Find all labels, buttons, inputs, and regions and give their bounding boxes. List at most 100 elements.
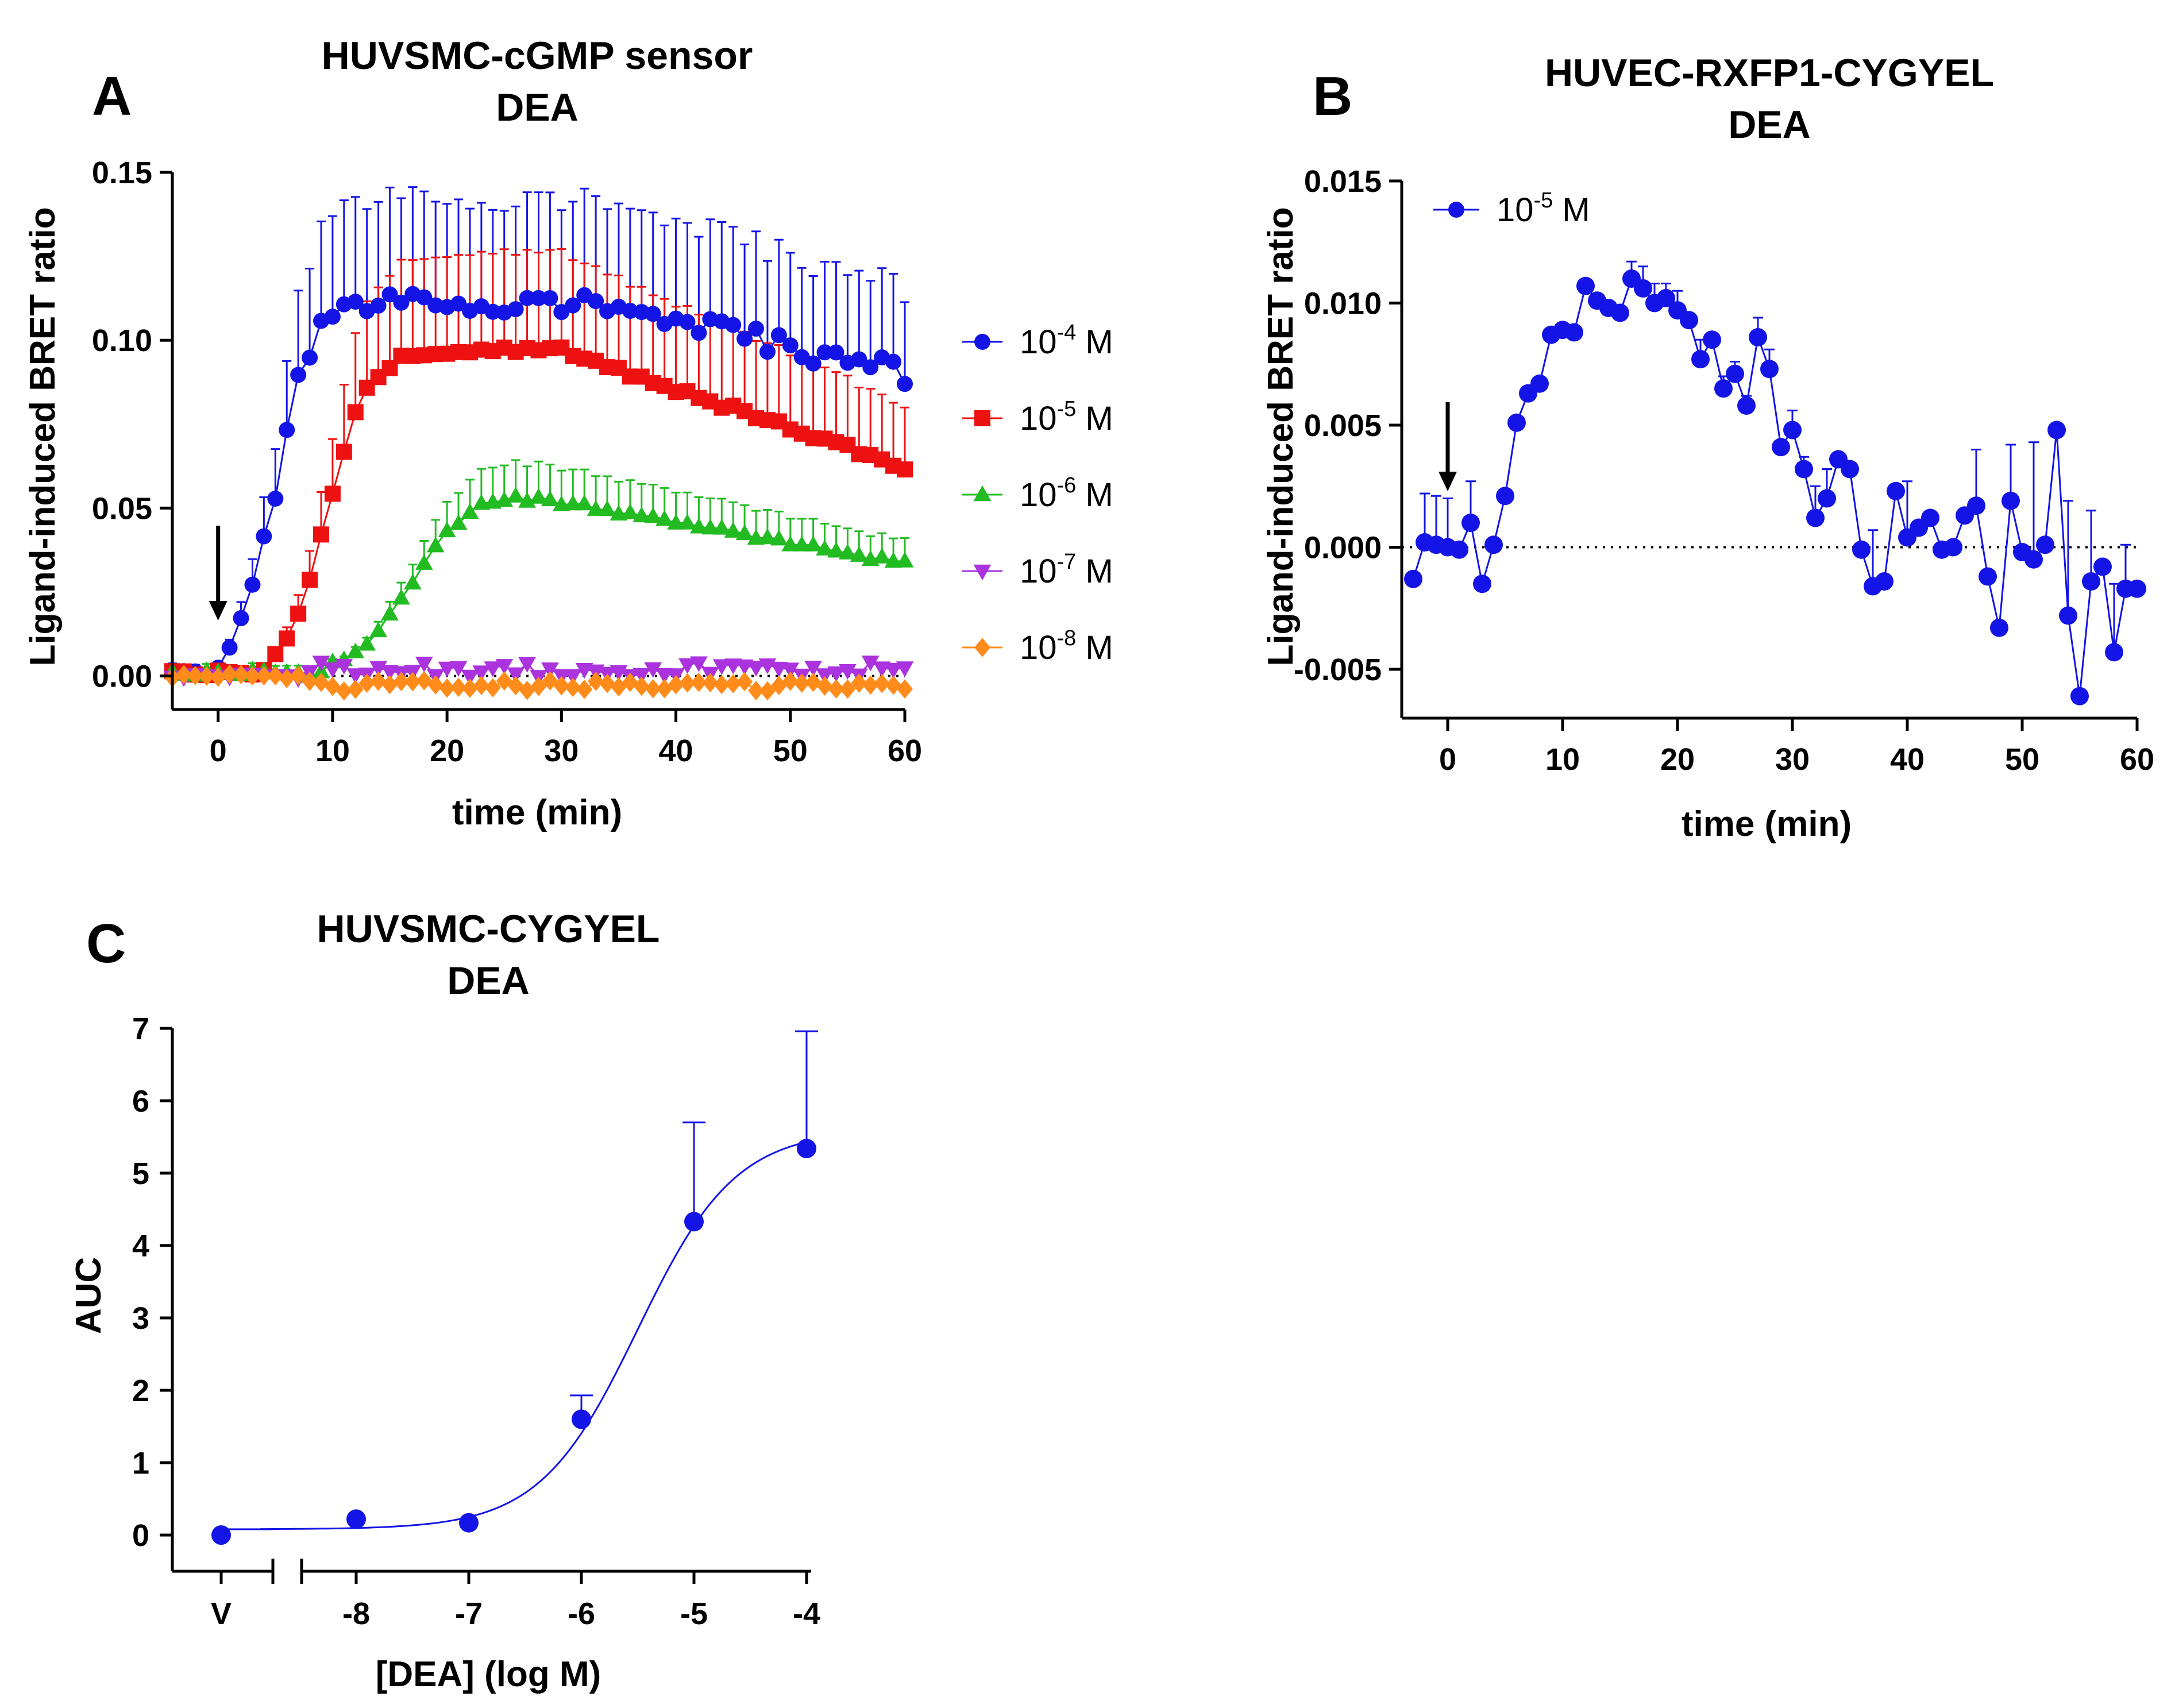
panel-a-data-point xyxy=(588,293,604,310)
panel-a-data-point xyxy=(393,294,410,311)
panel-a-data-point xyxy=(725,674,742,693)
panel-c-y-axis-title: AUC xyxy=(69,1257,109,1334)
panel-b-data-point xyxy=(1714,379,1733,398)
panel-c-title-line1: HUVSMC-CYGYEL xyxy=(317,907,660,951)
panel-b-data-point xyxy=(1496,487,1514,506)
panel-a-data-point xyxy=(507,487,525,503)
panel-a-data-point xyxy=(495,491,514,507)
panel-a-data-point xyxy=(312,656,330,672)
panel-b-data-point xyxy=(1611,303,1629,322)
panel-c-error-bars xyxy=(570,1030,818,1420)
panel-a-data-point xyxy=(347,680,364,699)
panel-b-x-tick-label: 50 xyxy=(2005,742,2039,777)
panel-a-data-point xyxy=(667,514,685,530)
panel-a-data-point xyxy=(748,321,765,337)
panel-b-data-point xyxy=(1979,567,1997,586)
panel-a-data-point xyxy=(714,674,730,695)
panel-a-data-point xyxy=(782,672,799,691)
panel-a-legend-marker xyxy=(974,638,990,657)
panel-a-data-point xyxy=(267,666,284,686)
panel-a-data-point xyxy=(805,355,822,372)
panel-a-data-point xyxy=(541,662,559,678)
panel-a-data-point xyxy=(851,351,867,368)
panel-a-data-point xyxy=(724,522,742,538)
panel-a-data-point xyxy=(438,661,456,678)
panel-a-data-point xyxy=(518,657,536,673)
panel-c-y-tick-label: 4 xyxy=(132,1229,149,1263)
panel-a-data-point xyxy=(438,521,456,538)
panel-c-markers xyxy=(211,1139,816,1545)
panel-c-x-axis-title: [DEA] (log M) xyxy=(376,1655,601,1694)
panel-b-data-point xyxy=(1887,481,1905,500)
panel-a-legend-marker xyxy=(973,485,992,502)
panel-a-data-point xyxy=(678,514,696,530)
panel-a-data-point xyxy=(381,604,399,621)
panel-a-data-point xyxy=(851,673,867,693)
panel-b-x-tick-label: 20 xyxy=(1660,742,1695,777)
panel-a-data-point xyxy=(897,461,913,478)
panel-b-data-point xyxy=(1691,350,1710,369)
panel-a-data-point xyxy=(622,672,638,692)
panel-a-data-point xyxy=(415,554,433,570)
panel-b-data-point xyxy=(1657,289,1675,307)
panel-a-data-point xyxy=(461,503,479,519)
panel-a-data-point xyxy=(702,673,719,693)
panel-a-data-point xyxy=(221,639,238,656)
panel-a-data-point xyxy=(655,510,674,526)
panel-b-title-line1: HUVEC-RXFP1-CYGYEL xyxy=(1545,51,1994,95)
panel-a-data-point xyxy=(210,667,226,687)
panel-a-data-point xyxy=(679,314,696,330)
panel-a-data-point xyxy=(678,658,696,674)
panel-a-data-point xyxy=(691,325,707,341)
panel-a-data-point xyxy=(256,528,272,545)
panel-a-data-point xyxy=(381,674,398,695)
panel-a-data-point xyxy=(256,666,272,686)
panel-a-markers xyxy=(163,286,914,701)
panel-a-data-point xyxy=(279,630,295,647)
panel-a-data-point xyxy=(290,606,307,622)
panel-b-data-point xyxy=(1772,438,1790,457)
panel-a-data-point xyxy=(599,673,616,693)
panel-a-data-point xyxy=(828,344,844,361)
panel-a-legend-label: 10-4 M xyxy=(1020,321,1113,361)
panel-a-data-point xyxy=(575,494,593,511)
panel-a-data-point xyxy=(782,337,799,354)
panel-b-y-tick-label: 0.015 xyxy=(1304,164,1382,199)
panel-a-x-tick-label: 60 xyxy=(888,734,922,768)
panel-b-y-tick-label: -0.005 xyxy=(1294,653,1382,687)
panel-a-axes: 0.00 0.05 0.10 0.15 0 10 20 30 40 50 60 xyxy=(92,156,922,768)
panel-a-data-point xyxy=(233,610,249,627)
panel-a-data-point xyxy=(838,664,857,680)
panel-b-x-tick-label: 0 xyxy=(1439,742,1456,777)
panel-a-data-point xyxy=(770,327,787,344)
panel-b-data-point xyxy=(1921,508,1939,527)
panel-c-letter: C xyxy=(86,913,126,974)
panel-a-data-point xyxy=(381,286,398,303)
panel-a-data-point xyxy=(679,673,696,693)
panel-a-data-point xyxy=(392,589,410,605)
panel-a-data-point xyxy=(484,678,501,697)
panel-a-data-point xyxy=(279,669,295,688)
panel-a-data-point xyxy=(576,680,593,699)
panel-a-data-point xyxy=(175,665,192,685)
panel-b-data-point xyxy=(2024,550,2043,569)
panel-a-data-point xyxy=(839,679,856,699)
panel-a-data-point xyxy=(897,679,913,699)
panel-a-data-point xyxy=(519,290,535,306)
panel-b-data-point xyxy=(1944,538,1962,557)
panel-b-x-tick-label: 40 xyxy=(1890,742,1925,777)
panel-c-data-point xyxy=(459,1513,479,1533)
panel-b-y-tick-label: 0.000 xyxy=(1304,531,1382,565)
panel-b-series-line xyxy=(1412,277,2137,697)
panel-a-data-point xyxy=(335,681,352,701)
panel-b-data-point xyxy=(1852,540,1871,559)
panel-a-data-point xyxy=(712,519,731,535)
panel-b-x-tick-label: 60 xyxy=(2120,742,2154,777)
panel-a-data-point xyxy=(884,663,903,679)
panel-a-data-point xyxy=(598,500,616,516)
panel-b-x-axis-title: time (min) xyxy=(1682,804,1852,844)
panel-a-data-point xyxy=(736,330,753,347)
panel-b-data-point xyxy=(1461,514,1480,532)
panel-a-data-point xyxy=(564,494,582,511)
panel-b-data-point xyxy=(1565,323,1583,342)
